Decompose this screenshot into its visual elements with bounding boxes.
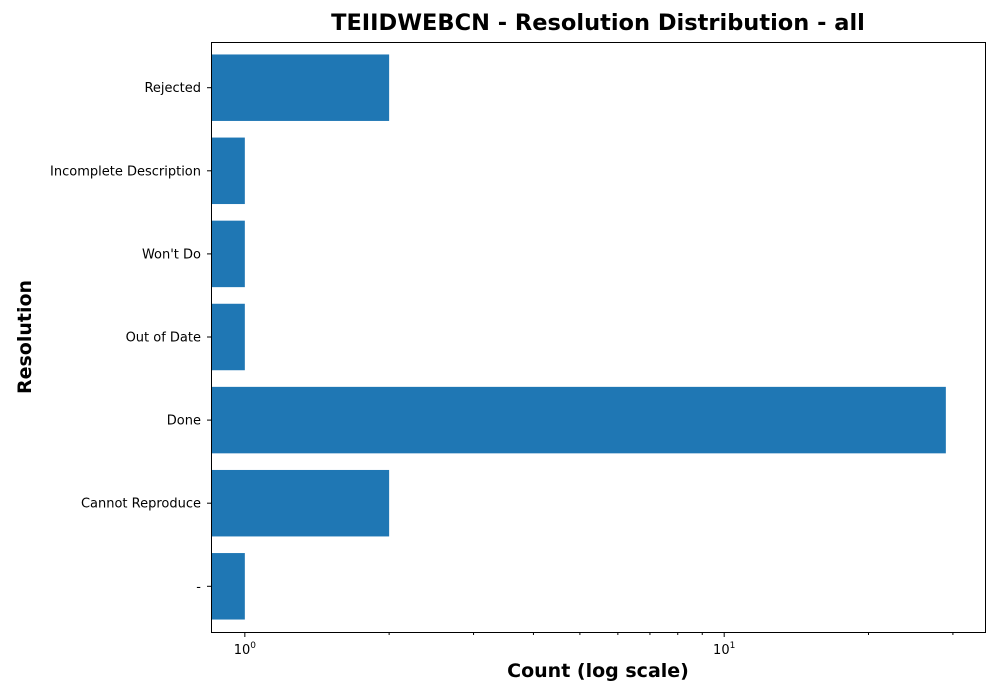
y-tick-label: Cannot Reproduce <box>81 497 201 512</box>
y-tick-label: Incomplete Description <box>50 164 201 179</box>
bar-5 <box>211 137 245 205</box>
bar-1 <box>211 469 390 537</box>
chart-title: TEIIDWEBCN - Resolution Distribution - a… <box>331 10 865 36</box>
x-tick-label: 101 <box>713 641 735 658</box>
x-tick-label: 100 <box>234 641 257 658</box>
bar-2 <box>211 386 946 454</box>
y-tick-label: Won't Do <box>142 247 201 262</box>
bars-group <box>211 54 946 620</box>
bar-0 <box>211 553 245 620</box>
plot-frame <box>211 42 986 633</box>
y-tick-label: Done <box>167 414 201 429</box>
y-tick-label: - <box>196 580 201 595</box>
x-axis-label: Count (log scale) <box>507 660 689 682</box>
y-tick-label: Rejected <box>144 81 201 96</box>
y-ticks-group: - Cannot Reproduce Done Out of Date Won't Do… <box>50 81 211 595</box>
bar-4 <box>211 220 245 288</box>
bar-6 <box>211 54 390 121</box>
bar-3 <box>211 303 245 371</box>
x-ticks-group: 100 101 <box>234 632 954 658</box>
y-tick-label: Out of Date <box>126 331 201 346</box>
